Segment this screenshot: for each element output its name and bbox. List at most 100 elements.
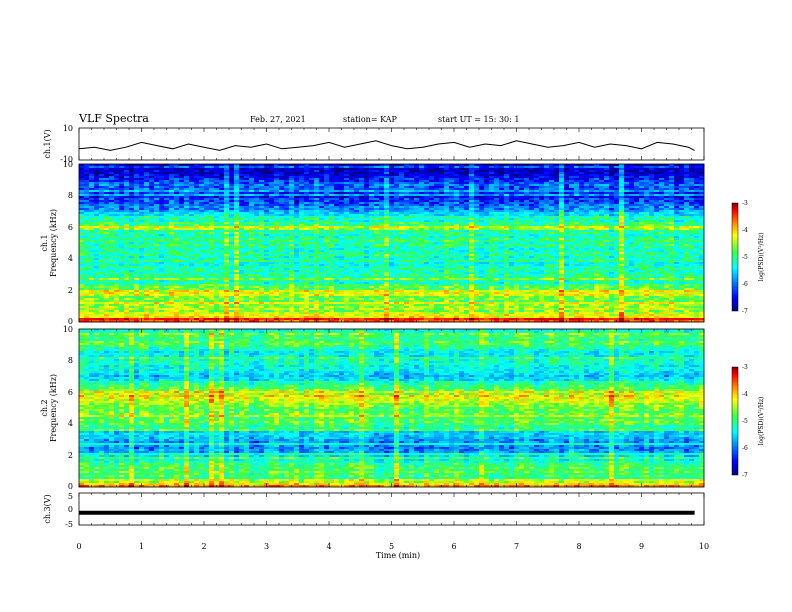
- ch1-spectrogram-cell: [364, 208, 369, 210]
- ch1-spectrogram-cell: [554, 232, 559, 234]
- ch1-spectrogram-cell: [494, 202, 499, 204]
- ch1-spectrogram-cell: [194, 204, 199, 206]
- ch1-spectrogram-cell: [169, 174, 174, 176]
- ch1-spectrogram-cell: [474, 224, 479, 226]
- ch1-spectrogram-cell: [79, 174, 84, 176]
- ch1-spectrogram-cell: [619, 218, 624, 220]
- ch1-spectrogram-cell: [99, 200, 104, 202]
- ch1-spectrogram-cell: [364, 232, 369, 234]
- ch1-spectrogram-cell: [479, 224, 484, 226]
- ch1-spectrogram-cell: [399, 172, 404, 174]
- ch1-spectrogram-cell: [614, 214, 619, 216]
- ch1-spectrogram-cell: [314, 180, 319, 182]
- ch1-spectrogram-cell: [399, 206, 404, 208]
- ch1-spectrogram-cell: [319, 170, 324, 172]
- ch1-spectrogram-cell: [364, 210, 369, 212]
- ch1-spectrogram-cell: [84, 180, 89, 182]
- ch1-spectrogram-cell: [479, 200, 484, 202]
- ch1-spectrogram-cell: [329, 188, 334, 190]
- ch1-spectrogram-cell: [384, 240, 389, 242]
- ch1-spectrogram-cell: [649, 220, 654, 222]
- ch1-spectrogram-cell: [209, 240, 214, 242]
- ch1-spectrogram-cell: [449, 184, 454, 186]
- ch1-spectrogram-cell: [214, 224, 219, 226]
- ch1-spectrogram-cell: [309, 174, 314, 176]
- ch1-spectrogram-cell: [134, 210, 139, 212]
- ch1-spectrogram-cell: [204, 166, 209, 168]
- ch1-spectrogram-cell: [399, 216, 404, 218]
- ch1-spectrogram-cell: [194, 176, 199, 178]
- ch1-spectrogram-cell: [529, 230, 534, 232]
- ch1-spectrogram-cell: [389, 240, 394, 242]
- ch1-spectrogram-cell: [394, 174, 399, 176]
- ch1-spectrogram-cell: [359, 214, 364, 216]
- ch1-spectrogram-cell: [119, 218, 124, 220]
- ch1-spectrogram-cell: [119, 232, 124, 234]
- ch1-spectrogram-cell: [104, 216, 109, 218]
- ch1-spectrogram-cell: [504, 238, 509, 240]
- ch1-spectrogram-cell: [94, 222, 99, 224]
- ch1-spectrogram-cell: [464, 228, 469, 230]
- ch1-spectrogram-cell: [444, 196, 449, 198]
- ch1-spectrogram-cell: [329, 236, 334, 238]
- ch1-spectrogram-cell: [644, 212, 649, 214]
- ch1-spectrogram-cell: [179, 170, 184, 172]
- ch1-spectrogram-cell: [89, 232, 94, 234]
- ch1-spectrogram-cell: [694, 192, 699, 194]
- ch1-spectrogram-cell: [134, 240, 139, 242]
- ch1-spectrogram-cell: [544, 176, 549, 178]
- ch1-spectrogram-cell: [294, 166, 299, 168]
- ch1-spectrogram-cell: [259, 176, 264, 178]
- ch1-spectrogram-cell: [614, 210, 619, 212]
- ch1-spectrogram-cell: [419, 188, 424, 190]
- ch1-spectrogram-cell: [454, 226, 459, 228]
- ch1-spectrogram-cell: [274, 198, 279, 200]
- ch1-spectrogram-cell: [164, 172, 169, 174]
- ch1-spectrogram-cell: [449, 192, 454, 194]
- ch1-spectrogram-cell: [129, 232, 134, 234]
- ch1-spectrogram-cell: [464, 190, 469, 192]
- ch1-spectrogram-cell: [464, 206, 469, 208]
- ch1-spectrogram-cell: [119, 234, 124, 236]
- ch1-spectrogram-cell: [554, 206, 559, 208]
- ch1-spectrogram-cell: [254, 224, 259, 226]
- ch1-spectrogram-cell: [279, 188, 284, 190]
- ch1-spectrogram-cell: [479, 206, 484, 208]
- ch1-spectrogram-cell: [199, 218, 204, 220]
- ch1-spectrogram-cell: [544, 174, 549, 176]
- ch1-spectrogram-cell: [639, 218, 644, 220]
- ch1-spectrogram-cell: [579, 238, 584, 240]
- ch1-spectrogram-cell: [679, 166, 684, 168]
- ch1-spectrogram-cell: [404, 212, 409, 214]
- ch1-spectrogram-cell: [359, 184, 364, 186]
- ch1-spectrogram-cell: [679, 204, 684, 206]
- ch1-spectrogram-cell: [509, 212, 514, 214]
- ch1-spectrogram-cell: [344, 232, 349, 234]
- ch1-spectrogram-cell: [524, 214, 529, 216]
- ch1-spectrogram-cell: [459, 202, 464, 204]
- ch1-spectrogram-cell: [604, 210, 609, 212]
- ch1-spectrogram-cell: [414, 192, 419, 194]
- ch1-spectrogram-cell: [139, 206, 144, 208]
- ch1-spectrogram-cell: [349, 208, 354, 210]
- ch1-spectrogram-cell: [329, 210, 334, 212]
- ch1-spectrogram-cell: [209, 242, 214, 244]
- ch1-spectrogram-cell: [164, 224, 169, 226]
- ch1-spectrogram-cell: [344, 208, 349, 210]
- ch1-spectrogram-cell: [679, 220, 684, 222]
- ch1-spectrogram-cell: [204, 204, 209, 206]
- ch1-spectrogram-cell: [644, 208, 649, 210]
- ch1-spectrogram-cell: [194, 192, 199, 194]
- ch1-spectrogram-cell: [669, 202, 674, 204]
- ch1-spectrogram-cell: [94, 198, 99, 200]
- ch1-spectrogram-cell: [644, 196, 649, 198]
- ch1-spectrogram-cell: [204, 214, 209, 216]
- ch1-spectrogram-cell: [339, 184, 344, 186]
- ch1-spectrogram-cell: [429, 182, 434, 184]
- ch1-spectrogram-cell: [219, 208, 224, 210]
- ch1-spectrogram-cell: [389, 222, 394, 224]
- ch1-spectrogram-cell: [499, 186, 504, 188]
- ch1-spectrogram-cell: [479, 180, 484, 182]
- ch1-spectrogram-cell: [374, 220, 379, 222]
- ch1-spectrogram-cell: [94, 204, 99, 206]
